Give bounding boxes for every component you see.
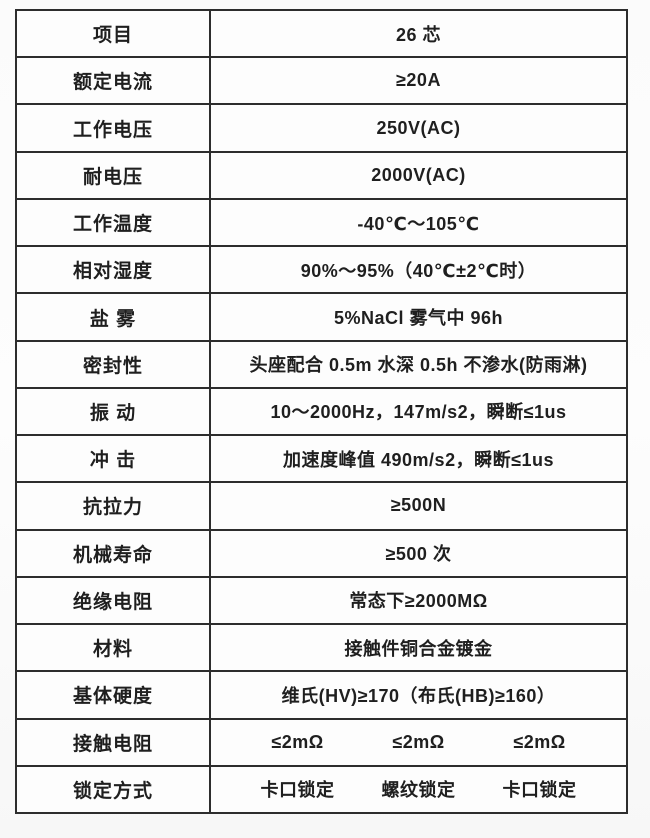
- row-value: 接触件铜合金镀金: [344, 638, 493, 659]
- row-value: ≥20A: [396, 70, 441, 91]
- row-label: 工作温度: [17, 199, 211, 246]
- table-row: 振 动 10～2000Hz，147m/s2，瞬断≤1us: [17, 388, 626, 437]
- row-value: 卡口锁定 螺纹锁定 卡口锁定: [211, 767, 626, 812]
- table-row: 工作电压 250V(AC): [17, 105, 626, 153]
- table-row: 密封性 头座配合 0.5m 水深 0.5h 不渗水(防雨淋): [17, 341, 626, 389]
- table-row: 接触电阻 ≤2mΩ ≤2mΩ ≤2mΩ: [17, 719, 626, 767]
- row-label: 耐电压: [17, 152, 211, 198]
- row-label: 相对湿度: [17, 247, 211, 293]
- row-value: 加速度峰值 490m/s2，瞬断≤1us: [283, 449, 554, 470]
- row-value-item: 螺纹锁定: [381, 780, 456, 801]
- table-row: 材料 接触件铜合金镀金: [17, 625, 626, 673]
- row-value: ≥500 次: [385, 544, 452, 565]
- row-value-item: 卡口锁定: [502, 780, 577, 801]
- row-value: 5%NaCl 雾气中 96h: [333, 308, 504, 329]
- row-label: 盐 雾: [17, 294, 211, 340]
- row-label: 绝缘电阻: [17, 577, 211, 624]
- row-value-item: ≤2mΩ: [513, 731, 566, 752]
- row-label: 冲 击: [17, 436, 211, 482]
- table-row: 基体硬度 维氏(HV)≥170（布氏(HB)≥160）: [17, 672, 626, 720]
- row-value: 2000V(AC): [371, 164, 466, 185]
- table-row: 耐电压 2000V(AC): [17, 152, 626, 200]
- row-label: 基体硬度: [17, 672, 211, 718]
- row-value: 头座配合 0.5m 水深 0.5h 不渗水(防雨淋): [249, 355, 588, 376]
- row-value-item: ≤2mΩ: [392, 731, 445, 752]
- row-label: 工作电压: [17, 105, 211, 151]
- row-value-item: ≤2mΩ: [271, 731, 324, 752]
- table-row: 工作温度 -40℃～105℃: [17, 199, 626, 248]
- row-label: 材料: [17, 625, 211, 671]
- row-value: 26 芯: [395, 24, 442, 45]
- table-row: 相对湿度 90%～95%（40℃±2℃时）: [17, 247, 626, 295]
- row-value: ≤2mΩ ≤2mΩ ≤2mΩ: [211, 720, 626, 765]
- row-label: 密封性: [17, 341, 211, 387]
- table-header-row: 项目 26 芯: [17, 11, 626, 59]
- row-value: -40℃～105℃: [357, 213, 480, 234]
- spec-table: 项目 26 芯额定电流 ≥20A 工作电压 250V(AC) 耐电压 2000V(AC) 工作…: [15, 9, 628, 814]
- row-value: 常态下≥2000MΩ: [349, 591, 488, 612]
- row-label: 项目: [17, 11, 211, 57]
- row-label: 额定电流: [17, 58, 211, 104]
- row-label: 机械寿命: [17, 530, 211, 576]
- table-row: 抗拉力 ≥500N: [17, 483, 626, 531]
- table-row: 额定电流 ≥20A: [17, 58, 626, 106]
- table-row: 盐 雾 5%NaCl 雾气中 96h: [17, 294, 626, 342]
- row-label: 锁定方式: [17, 766, 211, 812]
- row-value: 10～2000Hz，147m/s2，瞬断≤1us: [270, 402, 567, 423]
- table-row: 冲 击 加速度峰值 490m/s2，瞬断≤1us: [17, 436, 626, 484]
- row-value: 维氏(HV)≥170（布氏(HB)≥160）: [281, 685, 556, 706]
- row-value: ≥500N: [390, 495, 447, 516]
- row-value: 90%～95%（40℃±2℃时）: [300, 260, 537, 281]
- table-row: 绝缘电阻 常态下≥2000MΩ: [17, 577, 626, 626]
- row-label: 接触电阻: [17, 719, 211, 765]
- row-value-item: 卡口锁定: [260, 780, 335, 801]
- row-label: 抗拉力: [17, 483, 211, 529]
- table-row: 机械寿命 ≥500 次: [17, 530, 626, 578]
- row-label: 振 动: [17, 388, 211, 435]
- row-value: 250V(AC): [376, 117, 461, 138]
- table-row: 锁定方式 卡口锁定 螺纹锁定 卡口锁定: [17, 766, 626, 812]
